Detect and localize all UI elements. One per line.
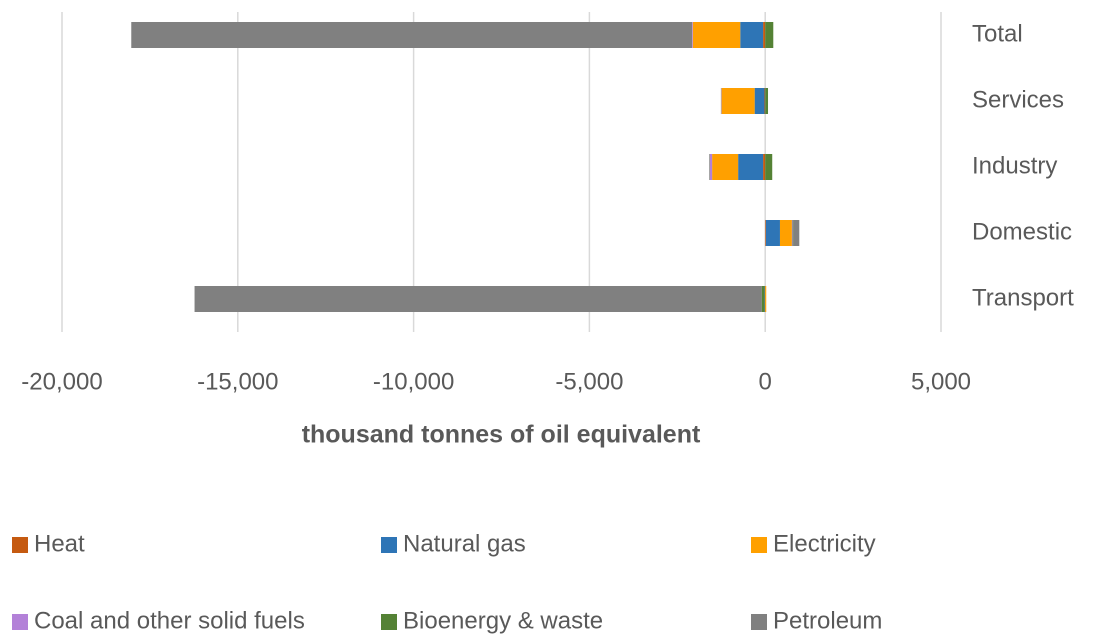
bar-segment [779, 220, 792, 246]
legend-label: Natural gas [403, 530, 526, 557]
bar-segment [792, 220, 794, 246]
bar-segment [738, 154, 764, 180]
x-tick-label: -5,000 [555, 368, 623, 395]
category-label: Transport [972, 284, 1074, 311]
bar-segment [740, 22, 764, 48]
bar-segment [793, 220, 800, 246]
x-tick-label: -10,000 [373, 368, 454, 395]
legend-label: Bioenergy & waste [403, 607, 603, 634]
bar-segment [754, 88, 765, 114]
category-label: Domestic [972, 218, 1072, 245]
bar-segment [721, 88, 755, 114]
legend-swatch [12, 537, 28, 553]
bar-segment [709, 154, 710, 180]
bar-segment [765, 88, 769, 114]
legend-swatch [381, 614, 397, 630]
bar-segment [764, 88, 766, 114]
category-label: Total [972, 20, 1023, 47]
category-label: Services [972, 86, 1064, 113]
x-tick-label: -20,000 [21, 368, 102, 395]
legend-swatch [12, 614, 28, 630]
bar-segment [692, 22, 741, 48]
x-axis-title: thousand tonnes of oil equivalent [302, 421, 701, 449]
bar-segment [712, 154, 739, 180]
bar-segment [194, 286, 762, 312]
bar-segment [761, 286, 765, 312]
legend-swatch [751, 614, 767, 630]
bar-segment [763, 154, 766, 180]
bar-segment [709, 154, 713, 180]
bar-segment [131, 22, 693, 48]
legend-label: Heat [34, 530, 85, 557]
bar-segment [765, 286, 767, 312]
legend-swatch [751, 537, 767, 553]
bar-segment [692, 22, 693, 48]
bar-segment [765, 220, 780, 246]
x-tick-label: 5,000 [911, 368, 971, 395]
legend-label: Petroleum [773, 607, 882, 634]
category-label: Industry [972, 152, 1057, 179]
legend-swatch [381, 537, 397, 553]
bar-segment [791, 220, 793, 246]
x-tick-label: 0 [759, 368, 772, 395]
bar-segment [763, 22, 766, 48]
legend-label: Coal and other solid fuels [34, 607, 305, 634]
bar-segment [765, 154, 773, 180]
legend-label: Electricity [773, 530, 876, 557]
x-tick-label: -15,000 [197, 368, 278, 395]
bar-segment [765, 22, 774, 48]
bar-segment [765, 220, 766, 246]
